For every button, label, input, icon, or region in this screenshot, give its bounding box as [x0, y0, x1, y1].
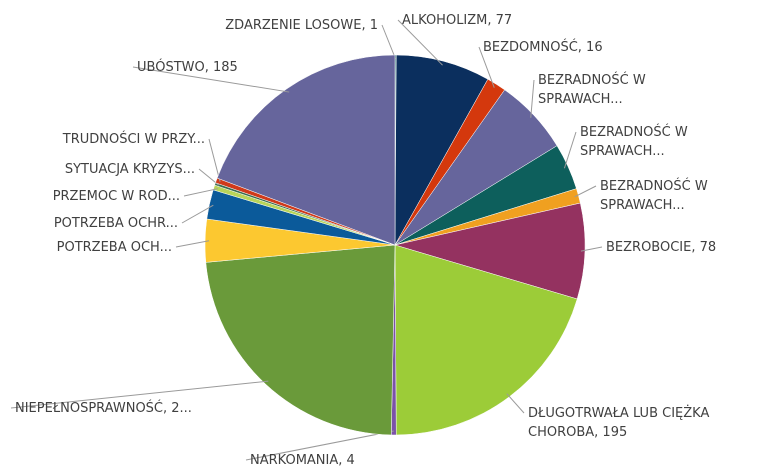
label-line: SYTUACJA KRYZYS... — [65, 162, 195, 177]
label-line: UBÓSTWO, 185 — [137, 59, 238, 75]
data-label: PRZEMOC W ROD... — [53, 189, 180, 204]
data-label: BEZRADNOŚĆ W SPRAWACH... — [580, 124, 688, 159]
label-line: TRUDNOŚCI W PRZY... — [62, 131, 205, 147]
data-label: NIEPEŁNOSPRAWNOŚĆ, 2... — [15, 400, 192, 416]
label-line: BEZRADNOŚĆ W — [580, 124, 688, 140]
data-label: BEZRADNOŚĆ W SPRAWACH... — [538, 72, 646, 107]
leader-line — [397, 19, 443, 66]
label-line: SPRAWACH... — [600, 198, 685, 213]
label-line: POTRZEBA OCH... — [57, 240, 172, 255]
label-line: SPRAWACH... — [538, 92, 623, 107]
leader-line — [530, 79, 535, 118]
label-line: BEZRADNOŚĆ W — [600, 178, 708, 194]
pie-slice — [394, 54, 489, 246]
leader-line — [580, 246, 603, 252]
data-label: ZDARZENIE LOSOWE, 1 — [225, 18, 378, 33]
leader-line — [506, 393, 525, 414]
data-label: BEZDOMNOŚĆ, 16 — [483, 39, 603, 55]
leader-line — [563, 131, 577, 169]
leader-line — [208, 138, 221, 182]
label-line: NARKOMANIA, 4 — [250, 453, 355, 468]
leader-line — [183, 188, 218, 197]
label-line: ALKOHOLIZM, 77 — [402, 13, 512, 28]
label-line: PRZEMOC W ROD... — [53, 189, 180, 204]
label-line: SPRAWACH... — [580, 144, 665, 159]
leader-line — [10, 380, 269, 409]
label-line: ZDARZENIE LOSOWE, 1 — [225, 18, 378, 33]
pie-slice — [394, 202, 586, 300]
data-label: POTRZEBA OCH... — [57, 240, 172, 255]
label-line: POTRZEBA OCHR... — [54, 216, 178, 231]
data-label: TRUDNOŚCI W PRZY... — [62, 131, 205, 147]
data-label: BEZRADNOŚĆ W SPRAWACH... — [600, 178, 708, 213]
label-line: DŁUGOTRWAŁA LUB CIĘŻKA — [528, 405, 709, 421]
label-line: BEZDOMNOŚĆ, 16 — [483, 39, 603, 55]
label-line: BEZROBOCIE, 78 — [606, 240, 716, 255]
leader-line — [132, 66, 290, 93]
leader-line — [175, 240, 210, 248]
data-label: NARKOMANIA, 4 — [250, 453, 355, 468]
leader-line — [181, 204, 214, 224]
data-label: ALKOHOLIZM, 77 — [402, 13, 512, 28]
data-label: DŁUGOTRWAŁA LUB CIĘŻKA CHOROBA, 195 — [528, 405, 709, 440]
leader-line — [478, 46, 495, 88]
data-label: UBÓSTWO, 185 — [137, 59, 238, 75]
leader-line — [381, 24, 397, 60]
pie-slice — [205, 244, 396, 436]
label-line: BEZRADNOŚĆ W — [538, 72, 646, 88]
pie-slice — [216, 54, 396, 246]
leader-line — [574, 185, 597, 198]
data-label: SYTUACJA KRYZYS... — [65, 162, 195, 177]
data-label: POTRZEBA OCHR... — [54, 216, 178, 231]
data-label: BEZROBOCIE, 78 — [606, 240, 716, 255]
label-line: NIEPEŁNOSPRAWNOŚĆ, 2... — [15, 400, 192, 416]
label-line: CHOROBA, 195 — [528, 425, 627, 440]
leader-line — [245, 430, 394, 461]
